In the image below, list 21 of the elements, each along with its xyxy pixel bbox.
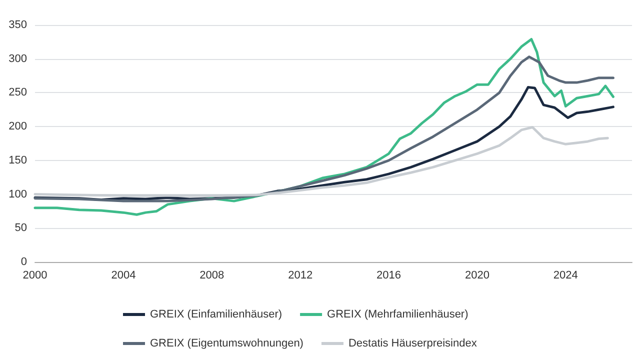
x-tick-label: 2024 xyxy=(553,270,578,282)
y-tick-label: 200 xyxy=(8,120,27,133)
y-tick-label: 100 xyxy=(8,188,27,200)
x-tick-label: 2008 xyxy=(200,270,224,282)
y-tick-label: 250 xyxy=(8,86,27,99)
x-tick-label: 2004 xyxy=(111,270,136,282)
y-tick-label: 0 xyxy=(20,256,27,268)
y-tick-label: 50 xyxy=(14,222,27,234)
y-tick-label: 300 xyxy=(8,52,27,65)
line-series xyxy=(34,126,609,197)
x-tick-label: 2020 xyxy=(464,270,490,282)
x-tick-label: 2016 xyxy=(376,270,402,282)
legend-label: GREIX (Einfamilienhäuser) xyxy=(150,308,282,320)
legend-label: GREIX (Eigentumswohnungen) xyxy=(150,338,304,350)
y-tick-label: 150 xyxy=(8,154,27,166)
x-tick-label: 2012 xyxy=(288,270,313,282)
legend-label: Destatis Häuserpreisindex xyxy=(348,338,478,350)
y-tick-label: 350 xyxy=(8,19,27,31)
line-series xyxy=(34,56,614,202)
legend-label: GREIX (Mehrfamilienhäuser) xyxy=(327,308,468,320)
x-tick-label: 2000 xyxy=(22,270,48,282)
